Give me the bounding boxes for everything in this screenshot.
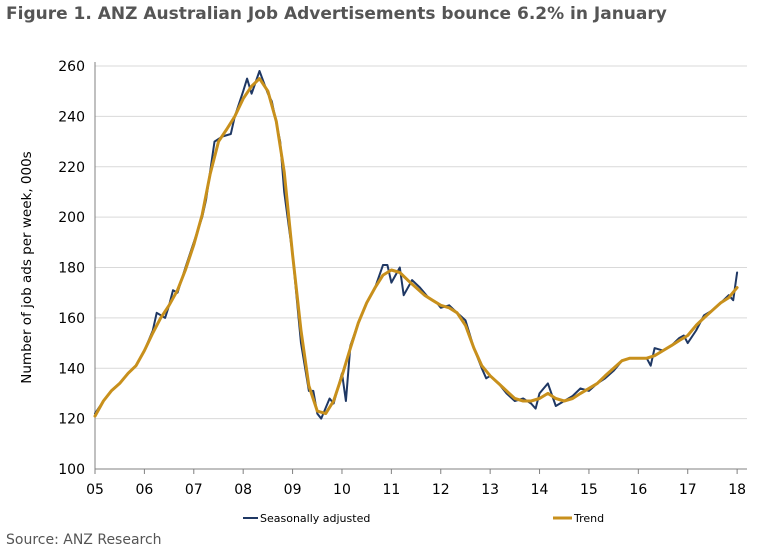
y-tick-labels: 100 120 140 160 180 200 220 240 260 — [58, 59, 85, 478]
y-tick-label: 180 — [58, 261, 85, 277]
x-tick-label: 16 — [629, 482, 647, 498]
x-tick-label: 08 — [234, 482, 252, 498]
x-tick-label: 06 — [135, 482, 153, 498]
legend: Seasonally adjusted Trend — [243, 512, 604, 525]
y-tick-label: 240 — [58, 109, 85, 125]
y-tick-label: 120 — [58, 412, 85, 428]
y-tick-label: 260 — [58, 59, 85, 75]
axes — [94, 62, 747, 474]
legend-label-seasonally-adjusted: Seasonally adjusted — [260, 512, 370, 525]
x-tick-label: 15 — [580, 482, 598, 498]
y-tick-label: 100 — [58, 462, 85, 478]
y-axis-label: Number of job ads per week, 000s — [19, 151, 35, 383]
series-line-seasonally-adjusted — [94, 70, 739, 420]
series-line-trend — [93, 77, 739, 418]
source-note: Source: ANZ Research — [6, 532, 162, 548]
x-tick-label: 07 — [185, 482, 203, 498]
y-tick-label: 200 — [58, 210, 85, 226]
figure-title: Figure 1. ANZ Australian Job Advertiseme… — [6, 4, 667, 24]
x-tick-label: 18 — [728, 482, 746, 498]
x-tick-label: 17 — [679, 482, 697, 498]
series-lines — [93, 70, 739, 420]
x-tick-label: 14 — [531, 482, 549, 498]
legend-label-trend: Trend — [573, 512, 604, 525]
x-tick-labels: 05 06 07 08 09 10 11 12 13 14 15 16 17 18 — [86, 482, 746, 498]
x-tick-label: 11 — [382, 482, 400, 498]
y-tick-label: 160 — [58, 311, 85, 327]
x-tick-label: 09 — [284, 482, 302, 498]
x-tick-label: 05 — [86, 482, 104, 498]
y-tick-label: 220 — [58, 160, 85, 176]
x-tick-label: 10 — [333, 482, 351, 498]
y-tick-label: 140 — [58, 361, 85, 377]
x-tick-label: 13 — [481, 482, 499, 498]
x-tick-label: 12 — [432, 482, 450, 498]
gridlines — [95, 65, 747, 420]
